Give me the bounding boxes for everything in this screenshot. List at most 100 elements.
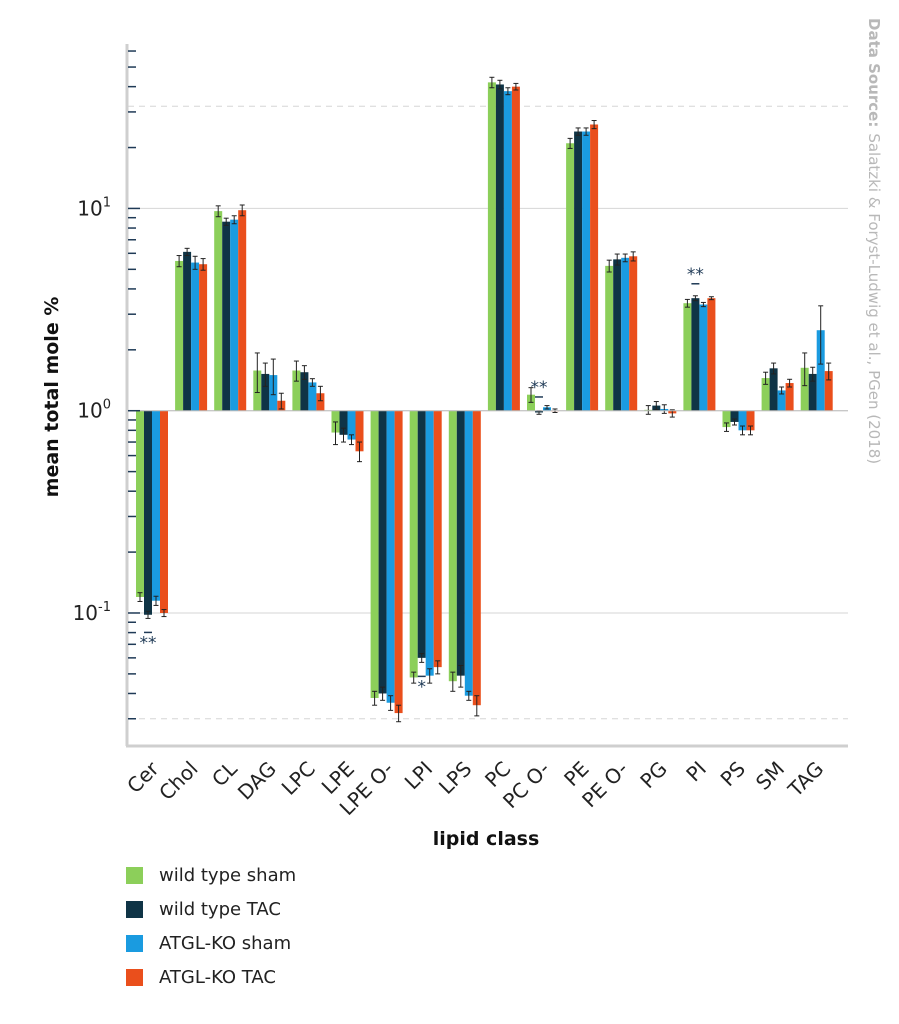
x-tick-label: PS — [716, 757, 750, 791]
bar — [456, 410, 465, 676]
bar — [816, 330, 825, 411]
bar — [425, 410, 434, 676]
bar — [691, 298, 700, 411]
bar — [769, 368, 778, 411]
bar — [433, 410, 442, 668]
x-tick-label: Chol — [154, 757, 202, 805]
y-axis-title: mean total mole % — [41, 297, 63, 498]
bar — [386, 410, 395, 703]
bar — [738, 410, 747, 431]
bar — [722, 410, 731, 428]
bars — [128, 76, 848, 723]
legend-label: wild type TAC — [159, 898, 281, 920]
bar — [152, 410, 160, 601]
bar — [238, 210, 247, 411]
legend-item: ATGL-KO TAC — [126, 960, 296, 994]
bar — [300, 372, 309, 411]
data-source-text: Salatzki & Foryst-Ludwig et al., PGen (2… — [865, 133, 883, 464]
bar — [605, 265, 614, 411]
legend-swatch — [126, 866, 143, 884]
significance-label: * — [417, 677, 426, 697]
bar — [824, 371, 833, 411]
legend-label: ATGL-KO TAC — [159, 966, 276, 988]
bar — [746, 410, 755, 431]
y-tick-label: 10-1 — [73, 600, 111, 625]
bar — [590, 124, 599, 411]
bar — [191, 262, 200, 411]
bar — [785, 383, 794, 411]
legend-swatch — [126, 934, 143, 952]
significance-markers: ******* — [140, 265, 704, 698]
bar — [707, 298, 716, 411]
y-ticks: 10-1 100 101 — [73, 50, 140, 720]
legend-item: wild type sham — [126, 858, 296, 892]
bar — [683, 303, 692, 411]
legend-label: ATGL-KO sham — [159, 932, 292, 954]
axes — [125, 44, 848, 748]
x-tick-label: LPI — [400, 757, 438, 795]
bar — [808, 373, 817, 411]
bar — [464, 410, 473, 696]
bar — [629, 256, 638, 411]
x-tick-label: PG — [635, 757, 671, 793]
significance-label: ** — [140, 633, 157, 653]
x-axis-title: lipid class — [433, 828, 540, 850]
x-tick-label: PI — [681, 757, 711, 787]
legend-item: ATGL-KO sham — [126, 926, 296, 960]
legend: wild type sham wild type TAC ATGL-KO sham A… — [126, 858, 296, 994]
bar — [503, 91, 512, 411]
data-source-label: Data Source: — [865, 18, 883, 127]
significance-label: ** — [687, 265, 704, 285]
bar — [800, 367, 809, 411]
bar — [160, 410, 168, 613]
bar — [409, 410, 418, 678]
x-tick-label: PE O- — [577, 757, 633, 813]
bar — [613, 259, 622, 411]
bar — [199, 264, 208, 411]
y-tick-label: 100 — [77, 398, 111, 423]
bar — [214, 211, 223, 411]
bar — [621, 257, 630, 411]
bar — [472, 410, 481, 706]
bar — [183, 251, 192, 411]
bar — [230, 219, 239, 411]
bar — [730, 410, 739, 422]
significance-label: ** — [531, 378, 548, 398]
bar — [761, 378, 770, 411]
data-source-note: Data Source: Salatzki & Foryst-Ludwig et … — [865, 18, 883, 464]
bar — [136, 410, 144, 597]
bar — [511, 86, 520, 411]
x-tick-label: LPC — [277, 757, 320, 800]
bar — [495, 84, 504, 411]
bar — [417, 410, 426, 658]
bar — [339, 410, 348, 435]
bar — [566, 143, 575, 411]
y-tick-label: 101 — [77, 195, 111, 220]
legend-label: wild type sham — [159, 864, 297, 886]
bar — [394, 410, 403, 714]
bar — [699, 304, 708, 411]
bar — [355, 410, 364, 452]
legend-swatch — [126, 900, 143, 918]
bar — [347, 410, 356, 440]
bar — [316, 393, 325, 411]
bar — [175, 260, 184, 411]
bar — [261, 373, 270, 411]
legend-swatch — [126, 968, 143, 986]
bar — [574, 131, 583, 411]
bar — [582, 131, 591, 411]
x-tick-label: DAG — [233, 757, 281, 805]
bar — [487, 82, 496, 411]
bar — [222, 221, 231, 411]
x-tick-label: LPS — [434, 757, 476, 799]
bar — [144, 410, 152, 615]
bar — [777, 390, 786, 411]
bar — [448, 410, 457, 682]
bar — [308, 382, 317, 411]
bar — [378, 410, 387, 694]
legend-item: wild type TAC — [126, 892, 296, 926]
bar — [370, 410, 379, 698]
x-tick-label: TAG — [783, 757, 829, 803]
